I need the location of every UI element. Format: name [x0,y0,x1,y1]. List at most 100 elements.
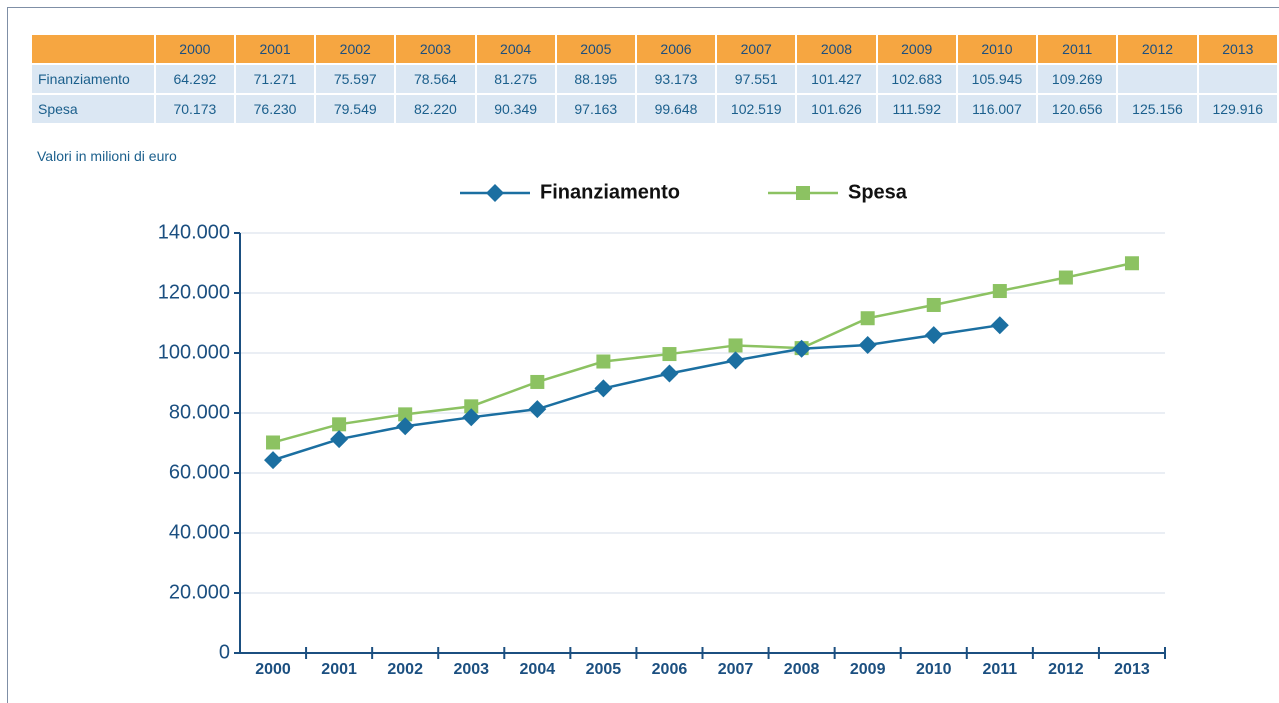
data-cell: 70.173 [153,93,236,125]
data-cell: 109.269 [1036,63,1119,95]
marker [1058,270,1073,285]
header-cell: 2008 [795,33,878,65]
x-tick-label: 2001 [321,661,357,678]
marker [594,379,613,398]
header-cell: 2010 [955,33,1039,65]
data-row: Finanziamento 64.292 71.271 75.597 78.564 81.… [30,63,1279,95]
header-cell: 2004 [474,33,557,65]
data-cell: 82.220 [394,93,477,125]
x-tick-label: 2010 [916,661,952,678]
row-label: Finanziamento [30,63,156,95]
data-cell: 79.549 [314,93,397,125]
x-tick-label: 2011 [982,661,1017,678]
header-cell: 2011 [1036,33,1119,65]
data-cell: 76.230 [233,93,317,125]
marker [796,186,810,200]
x-tick-label: 2002 [387,661,423,678]
y-tick-label: 120.000 [158,281,230,303]
data-cell: 97.163 [554,93,637,125]
data-cell: 102.519 [715,93,798,125]
y-tick-label: 0 [219,641,230,663]
data-cell: 116.007 [955,93,1039,125]
marker [396,417,415,436]
marker [858,335,877,354]
marker [330,430,349,449]
x-tick-label: 2008 [784,661,820,678]
header-cell: 2013 [1196,33,1279,65]
data-cell: 111.592 [875,93,958,125]
x-tick-label: 2000 [255,661,291,678]
marker [726,351,745,370]
marker [462,408,481,427]
data-cell: 64.292 [153,63,236,95]
data-cell: 101.626 [795,93,878,125]
marker [992,284,1007,299]
marker [728,338,743,353]
data-cell: 99.648 [634,93,718,125]
marker [464,399,479,414]
x-tick-label: 2006 [652,661,688,678]
x-tick-label: 2009 [850,661,886,678]
marker [266,435,281,450]
data-cell [1196,63,1279,95]
data-cell: 90.349 [474,93,557,125]
data-cell: 120.656 [1036,93,1119,125]
marker [924,326,943,345]
y-tick-label: 20.000 [169,581,230,603]
x-tick-label: 2012 [1048,661,1084,678]
x-tick-label: 2005 [586,661,622,678]
marker [990,316,1009,335]
data-cell: 93.173 [634,63,718,95]
marker [596,354,611,369]
data-cell: 81.275 [474,63,557,95]
y-tick-label: 80.000 [169,401,230,423]
note: Valori in milioni di euro [37,148,177,164]
marker [530,374,545,389]
marker [860,311,875,326]
header-cell: 2000 [153,33,236,65]
row-label: Spesa [30,93,156,125]
data-cell: 75.597 [314,63,397,95]
marker [398,407,413,422]
data-cell: 71.271 [233,63,317,95]
data-cell: 97.551 [715,63,798,95]
y-tick-label: 40.000 [169,521,230,543]
x-tick-label: 2003 [453,661,489,678]
x-tick-label: 2013 [1114,661,1150,678]
header-cell: 2009 [875,33,958,65]
header-row: 2000 2001 2002 2003 2004 2005 2006 2007 2008 2009… [30,33,1279,65]
x-tick-label: 2004 [520,661,556,678]
marker [528,400,547,419]
data-table: 2000 2001 2002 2003 2004 2005 2006 2007 2008 2009… [30,33,1279,125]
marker [486,184,504,202]
header-cell: 2006 [634,33,718,65]
marker [332,417,347,432]
series-line [272,262,1133,444]
marker [264,451,283,470]
frame [7,7,1279,703]
data-cell: 101.427 [795,63,878,95]
marker [660,364,679,383]
data-cell: 102.683 [875,63,958,95]
header-cell: 2001 [233,33,317,65]
marker [926,297,941,312]
header-cell: 2007 [715,33,798,65]
y-tick-label: 140.000 [158,221,230,243]
series-line [272,323,1001,462]
marker [792,339,811,358]
header-cell: 2002 [314,33,397,65]
data-cell: 125.156 [1116,93,1199,125]
data-cell: 78.564 [394,63,477,95]
legend-label: Finanziamento [540,181,680,203]
data-cell [1116,63,1199,95]
data-cell: 88.195 [554,63,637,95]
marker [1124,256,1139,271]
data-cell: 129.916 [1196,93,1279,125]
header-cell: 2012 [1116,33,1199,65]
header-cell: 2005 [554,33,637,65]
data-row: Spesa 70.173 76.230 79.549 82.220 90.349 97.16… [30,93,1279,125]
legend-label: Spesa [848,181,908,203]
x-tick-label: 2007 [718,661,754,678]
